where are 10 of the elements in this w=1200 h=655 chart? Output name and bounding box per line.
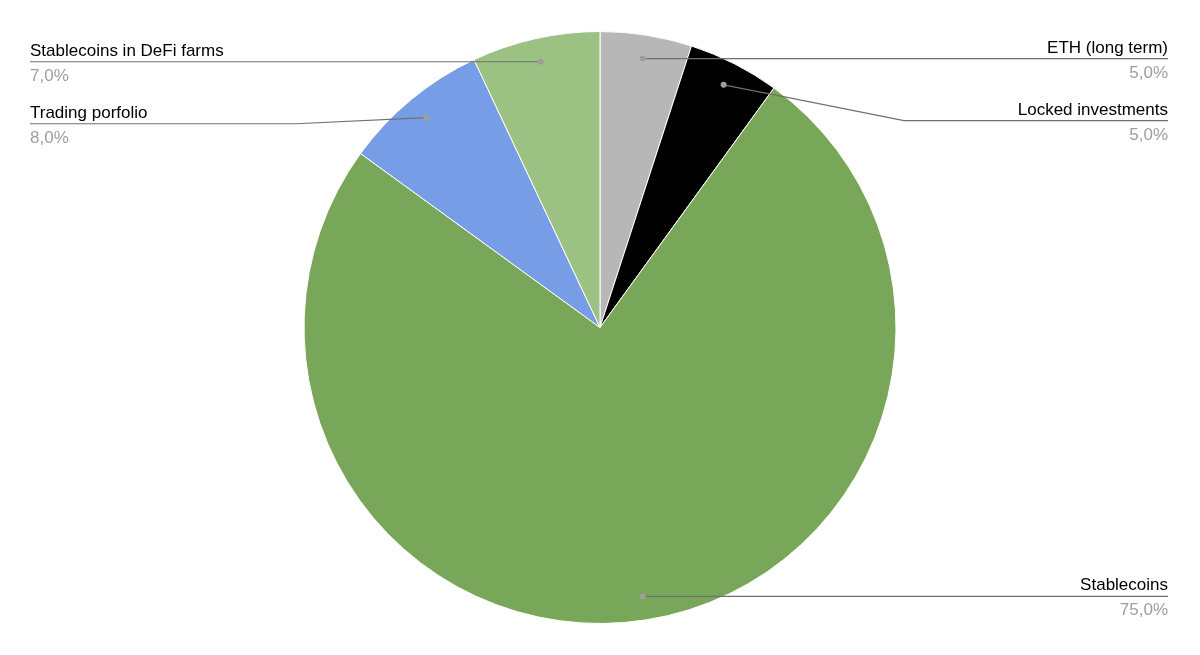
data-label: 7,0% bbox=[30, 65, 69, 85]
slice-label: Stablecoins bbox=[1080, 575, 1168, 595]
slice-label: Locked investments bbox=[1017, 99, 1168, 119]
slice-label: ETH (long term) bbox=[1047, 37, 1168, 57]
slice-label: Trading porfolio bbox=[30, 102, 148, 122]
data-label: 5,0% bbox=[1129, 62, 1168, 82]
slice-label: Stablecoins in DeFi farms bbox=[30, 40, 224, 60]
data-label: 8,0% bbox=[30, 127, 69, 147]
data-label: 75,0% bbox=[1119, 600, 1168, 620]
data-label: 5,0% bbox=[1129, 124, 1168, 144]
